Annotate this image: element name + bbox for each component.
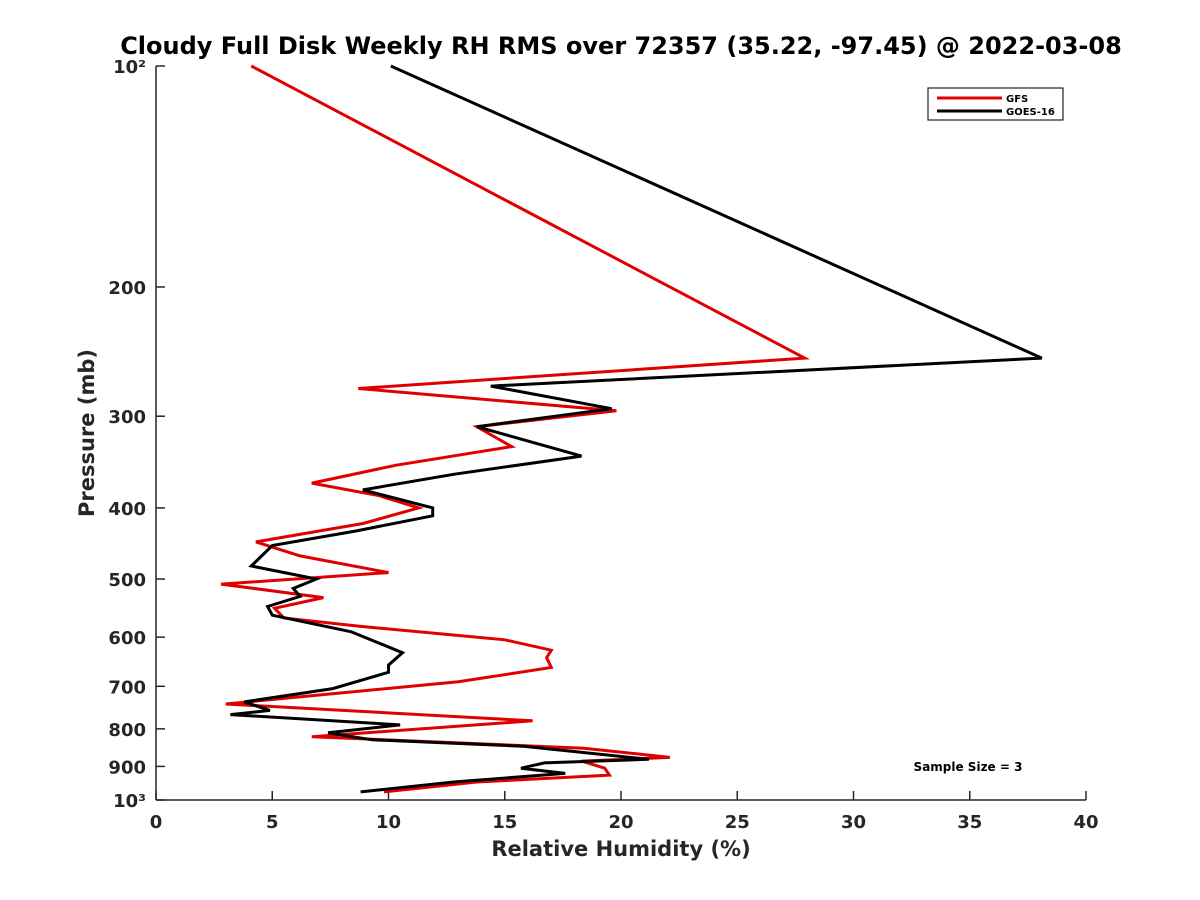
x-tick-label: 25: [725, 812, 750, 833]
series-line-goes-16: [230, 64, 1043, 794]
y-tick-label: 800: [108, 720, 146, 741]
x-tick-label: 5: [266, 812, 279, 833]
series-line-gfs: [220, 64, 811, 794]
x-tick-label: 0: [150, 812, 163, 833]
y-tick-label: 300: [108, 407, 146, 428]
y-tick-label: 700: [108, 677, 146, 698]
x-tick-label: 30: [841, 812, 866, 833]
y-tick-label: 200: [108, 278, 146, 299]
y-tick-label: 400: [108, 499, 146, 520]
legend: GFS GOES-16: [927, 87, 1064, 121]
sample-size-annotation: Sample Size = 3: [914, 760, 1023, 774]
series-lines: [220, 64, 1043, 794]
x-tick-label: 15: [492, 812, 517, 833]
x-axis-ticks: 0 5 10 15 20 25 30 35 40: [150, 791, 1099, 833]
x-tick-label: 40: [1073, 812, 1098, 833]
y-axis-ticks: 10² 200 300 400 500 600 700 800 900 10³: [108, 57, 165, 812]
y-tick-label: 10²: [113, 57, 146, 78]
x-tick-label: 10: [376, 812, 401, 833]
y-tick-label: 600: [108, 628, 146, 649]
y-tick-label: 10³: [113, 791, 146, 812]
y-axis-label: Pressure (mb): [75, 349, 99, 517]
plot-axes: [155, 66, 1086, 801]
y-tick-label: 500: [108, 570, 146, 591]
legend-label: GFS: [1006, 94, 1028, 105]
legend-label: GOES-16: [1006, 107, 1055, 118]
y-tick-label: 900: [108, 757, 146, 778]
x-tick-label: 35: [957, 812, 982, 833]
x-axis-label: Relative Humidity (%): [491, 837, 750, 861]
x-tick-label: 20: [608, 812, 633, 833]
chart-title: Cloudy Full Disk Weekly RH RMS over 7235…: [120, 32, 1122, 60]
legend-box: [927, 87, 1064, 121]
